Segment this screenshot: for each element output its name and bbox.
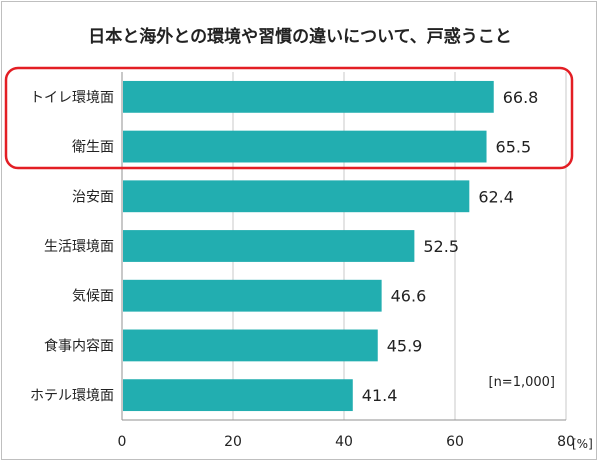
value-label: 46.6	[391, 287, 427, 306]
unit-label: [%]	[572, 437, 593, 451]
value-label: 65.5	[496, 138, 532, 157]
category-label: 衛生面	[72, 140, 114, 156]
bar	[123, 379, 353, 412]
highlight-box	[4, 66, 574, 170]
bars	[123, 80, 494, 412]
value-label: 41.4	[362, 386, 398, 405]
value-label: 66.8	[503, 88, 539, 107]
bar	[123, 279, 382, 312]
x-tick-label: 80	[557, 434, 575, 450]
category-label: トイレ環境面	[30, 90, 114, 106]
category-label: 治安面	[72, 189, 114, 205]
bar	[123, 230, 415, 262]
x-tick-label: 60	[446, 434, 464, 450]
bar	[123, 130, 487, 163]
category-label: 気候面	[72, 289, 114, 305]
x-tick-label: 40	[335, 434, 353, 450]
category-label: ホテル環境面	[30, 388, 114, 404]
category-label: 生活環境面	[44, 239, 114, 255]
bar	[123, 329, 378, 362]
axes: 0 20 40 60 80 トイレ環境面 66.8 衛生面 65.5 治安面 62.4 生活環境面 52…	[30, 72, 575, 450]
chart-title: 日本と海外との環境や習慣の違いについて、戸惑うこと	[88, 26, 511, 47]
value-label: 45.9	[387, 336, 423, 355]
value-label: 62.4	[478, 187, 514, 206]
value-label: 52.5	[423, 237, 459, 256]
category-label: 食事内容面	[44, 337, 114, 354]
x-tick-label: 0	[118, 434, 127, 450]
bar	[123, 180, 470, 213]
sample-size-note: [n=1,000]	[489, 375, 556, 390]
bar	[123, 80, 494, 113]
x-tick-label: 20	[224, 434, 242, 450]
